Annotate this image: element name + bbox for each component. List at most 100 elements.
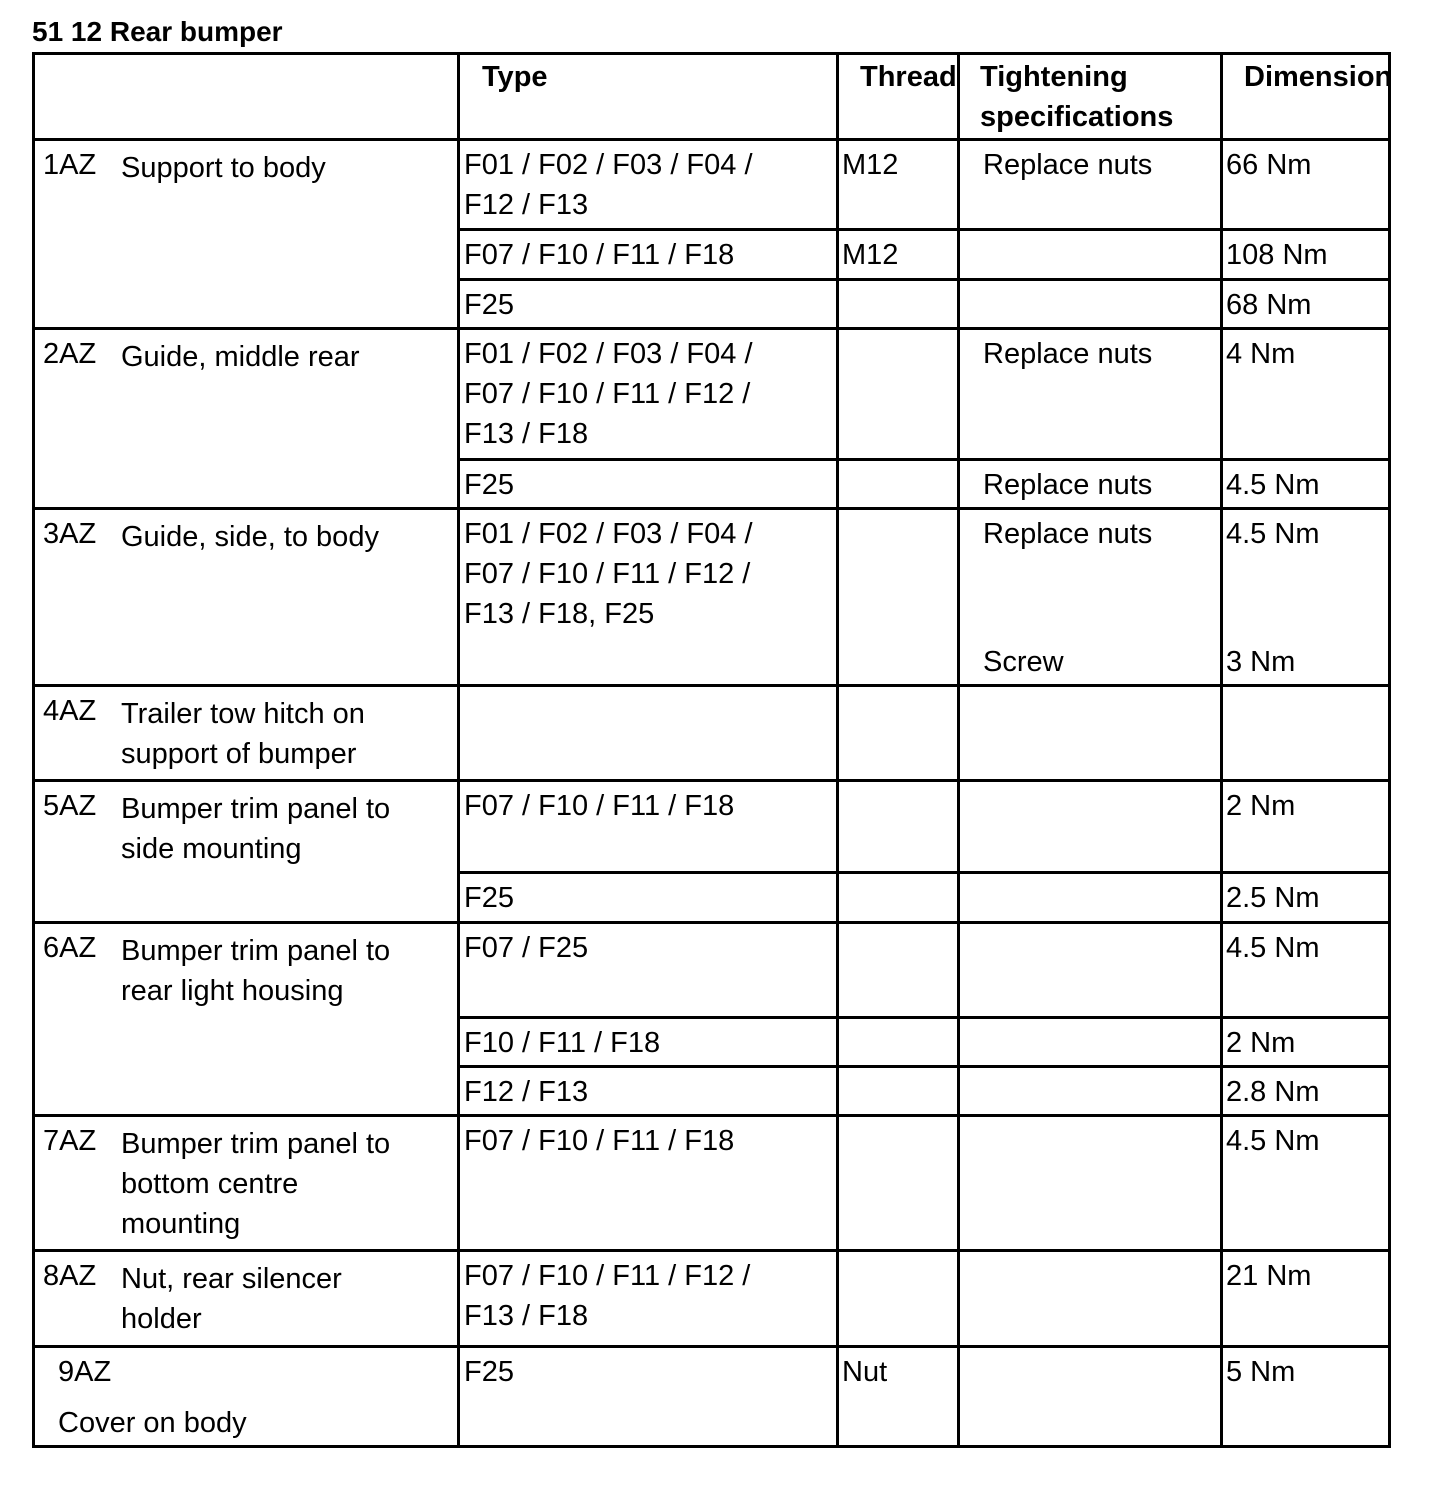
tightening-spec: Replace nuts (983, 469, 1153, 501)
item-name: bottom centre (121, 1168, 299, 1200)
dimension: 2 Nm (1226, 1027, 1296, 1059)
dimension: 4.5 Nm (1226, 932, 1320, 964)
dimension: 108 Nm (1226, 239, 1328, 271)
type: F25 (464, 882, 514, 914)
thread: M12 (842, 239, 899, 271)
type: F07 / F10 / F11 / F12 / (464, 1260, 751, 1292)
item-id: 7AZ (43, 1125, 97, 1157)
table-cell (456, 683, 839, 782)
dimension: 3 Nm (1226, 646, 1296, 678)
table-cell (835, 778, 960, 874)
type: F07 / F10 / F11 / F18 (464, 1125, 735, 1157)
type: F07 / F10 / F11 / F18 (464, 790, 735, 822)
type: F07 / F10 / F11 / F12 / (464, 378, 751, 410)
table-cell (956, 1113, 1223, 1252)
table-cell (956, 1248, 1223, 1348)
table-cell (835, 1248, 960, 1348)
type: F10 / F11 / F18 (464, 1027, 661, 1059)
item-id: 3AZ (43, 518, 97, 550)
item-id: 4AZ (43, 695, 97, 727)
table-cell (1219, 1344, 1391, 1448)
item-name: Bumper trim panel to (121, 1128, 391, 1160)
item-id: 6AZ (43, 932, 97, 964)
table-cell (956, 277, 1223, 330)
table-cell (835, 1113, 960, 1252)
item-name: Bumper trim panel to (121, 935, 391, 967)
item-name: rear light housing (121, 975, 344, 1007)
item-id: 1AZ (43, 149, 97, 181)
column-header: Dimension (1244, 61, 1393, 93)
item-name: Guide, middle rear (121, 341, 360, 373)
dimension: 4.5 Nm (1226, 518, 1320, 550)
table-cell (956, 920, 1223, 1019)
item-name: Support to body (121, 152, 326, 184)
dimension: 2.5 Nm (1226, 882, 1320, 914)
column-header: Tightening (980, 61, 1128, 93)
table-cell (835, 920, 960, 1019)
table-cell (835, 277, 960, 330)
column-header: Type (482, 61, 548, 93)
table-cell (956, 778, 1223, 874)
type: F25 (464, 469, 514, 501)
dimension: 5 Nm (1226, 1356, 1296, 1388)
table-cell (835, 683, 960, 782)
table-cell (835, 457, 960, 510)
table-cell (956, 870, 1223, 924)
type: F01 / F02 / F03 / F04 / (464, 518, 753, 550)
dimension: 21 Nm (1226, 1260, 1312, 1292)
type: F13 / F18 (464, 1300, 589, 1332)
table-cell (31, 51, 460, 141)
item-id: 9AZ (58, 1356, 112, 1388)
page-title: 51 12 Rear bumper (32, 16, 283, 47)
tightening-spec: Replace nuts (983, 518, 1153, 550)
type: F13 / F18 (464, 418, 589, 450)
item-name: mounting (121, 1208, 241, 1240)
table-cell (956, 1344, 1223, 1448)
table-cell (835, 326, 960, 461)
item-name: Cover on body (58, 1407, 247, 1439)
item-id: 8AZ (43, 1260, 97, 1292)
item-id: 5AZ (43, 790, 97, 822)
table-cell (835, 870, 960, 924)
type: F07 / F10 / F11 / F12 / (464, 558, 751, 590)
item-name: Guide, side, to body (121, 521, 379, 553)
type: F12 / F13 (464, 1076, 589, 1108)
tightening-spec: Screw (983, 646, 1064, 678)
tightening-spec: Replace nuts (983, 149, 1153, 181)
table-cell (835, 1015, 960, 1068)
thread: M12 (842, 149, 899, 181)
table-cell (835, 1064, 960, 1117)
dimension: 2 Nm (1226, 790, 1296, 822)
table-cell (956, 683, 1223, 782)
table-cell (835, 506, 960, 687)
type: F12 / F13 (464, 189, 589, 221)
tightening-spec: Replace nuts (983, 338, 1153, 370)
dimension: 4.5 Nm (1226, 1125, 1320, 1157)
column-header: Thread (860, 61, 957, 93)
dimension: 66 Nm (1226, 149, 1312, 181)
item-name: side mounting (121, 833, 302, 865)
type: F01 / F02 / F03 / F04 / (464, 338, 753, 370)
type: F25 (464, 1356, 514, 1388)
table-cell (956, 1064, 1223, 1117)
table-cell (956, 227, 1223, 281)
table-cell (1219, 683, 1391, 782)
dimension: 4 Nm (1226, 338, 1296, 370)
item-name: Nut, rear silencer (121, 1263, 342, 1295)
type: F25 (464, 289, 514, 321)
type: F07 / F10 / F11 / F18 (464, 239, 735, 271)
item-name: support of bumper (121, 738, 357, 770)
item-name: Bumper trim panel to (121, 793, 391, 825)
item-name: holder (121, 1303, 202, 1335)
thread: Nut (842, 1356, 888, 1388)
item-name: Trailer tow hitch on (121, 698, 365, 730)
table-cell (956, 1015, 1223, 1068)
type: F07 / F25 (464, 932, 589, 964)
dimension: 2.8 Nm (1226, 1076, 1320, 1108)
type: F13 / F18, F25 (464, 598, 655, 630)
type: F01 / F02 / F03 / F04 / (464, 149, 753, 181)
dimension: 4.5 Nm (1226, 469, 1320, 501)
dimension: 68 Nm (1226, 289, 1312, 321)
item-id: 2AZ (43, 338, 97, 370)
